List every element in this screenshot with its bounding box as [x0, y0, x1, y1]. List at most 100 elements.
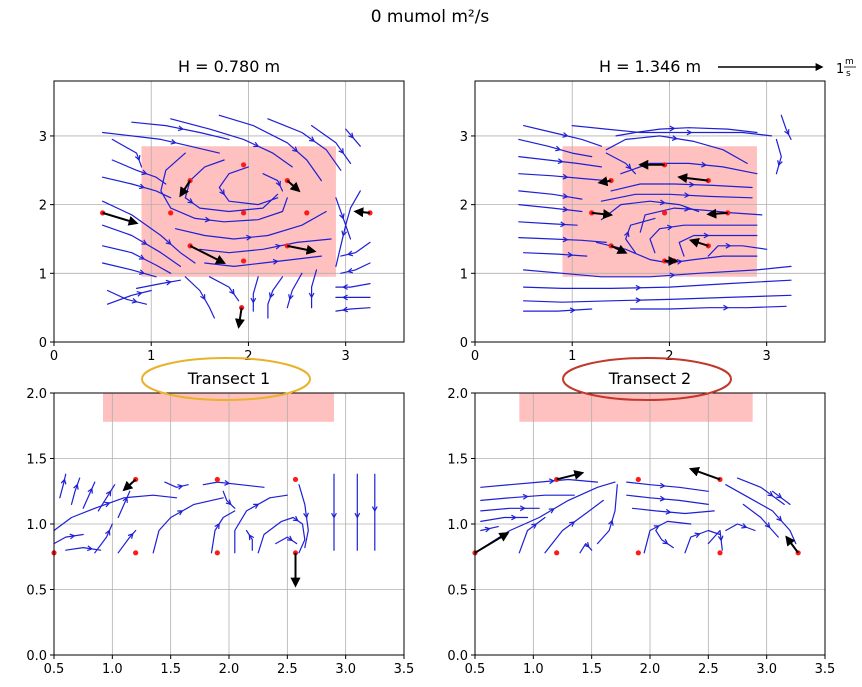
streamline-arrowhead — [341, 306, 349, 313]
x-tick-label: 2.5 — [277, 662, 298, 677]
panel-top-left: 0 1 2 3 0 1 2 3 H = 0.780 m — [39, 57, 405, 364]
streamline — [204, 255, 322, 267]
streamline — [106, 289, 152, 305]
streamline-arrowhead — [701, 161, 708, 168]
streamline-arrowhead — [562, 206, 569, 213]
x-tick-label: 2.5 — [698, 662, 719, 677]
streamline-arrowhead — [659, 495, 666, 502]
streamline — [523, 294, 792, 303]
streamline-arrowhead — [689, 181, 696, 188]
streamline-arrowhead — [138, 183, 146, 190]
y-tick-label: 0.5 — [26, 584, 47, 599]
streamline-arrowhead — [635, 284, 642, 291]
velocity-vector — [688, 466, 721, 481]
streamline-arrowhead — [776, 493, 783, 499]
streamline — [117, 529, 137, 554]
streamline-arrowhead — [341, 294, 348, 301]
streamline — [335, 190, 361, 267]
x-tick-label: 2 — [244, 349, 252, 364]
x-tick-label: 3.5 — [815, 662, 836, 677]
streamline — [775, 138, 782, 175]
y-tick-label: 3 — [39, 130, 47, 145]
velocity-vector — [287, 244, 317, 255]
streamline-arrowhead — [73, 483, 79, 490]
velocity-vector — [610, 244, 628, 254]
y-tick-label: 1.5 — [26, 453, 47, 468]
streamline — [736, 477, 785, 505]
streamline — [523, 279, 792, 289]
streamline-arrowhead — [665, 508, 672, 515]
x-tick-label: 3 — [763, 349, 771, 364]
streamline-arrowhead — [548, 508, 555, 514]
streamline — [518, 221, 578, 226]
y-tick-label: 0 — [39, 336, 47, 351]
x-tick-label: 3.5 — [394, 662, 415, 677]
velocity-vector — [474, 532, 510, 554]
streamline-arrowhead — [671, 135, 678, 141]
velocity-vector — [597, 176, 612, 187]
streamline-arrowhead — [635, 297, 642, 304]
streamline-arrowhead — [684, 205, 691, 212]
y-tick-label: 2 — [460, 199, 468, 214]
measurement-point — [168, 210, 174, 216]
streamline — [311, 125, 352, 164]
x-tick-label: 0.5 — [44, 662, 65, 677]
streamline — [102, 262, 157, 278]
measurement-point — [240, 258, 247, 264]
scale-arrow: 1 m s — [718, 57, 856, 79]
streamline — [117, 490, 131, 519]
streamline-arrowhead — [275, 243, 282, 250]
measurement-point — [725, 210, 731, 216]
streamline-arrowhead — [371, 506, 378, 513]
streamline — [523, 308, 593, 312]
figure-title: 0 mumol m²/s — [371, 7, 490, 27]
x-tick-label: 2 — [665, 349, 673, 364]
scale-arrow-value: 1 — [836, 62, 844, 77]
streamline — [643, 520, 692, 554]
streamline-arrowhead — [275, 180, 281, 187]
measurement-point — [292, 476, 299, 483]
streamline — [262, 173, 284, 192]
panel-top-right: 0 1 2 3 0 1 2 3 H = 1.346 m — [460, 57, 826, 364]
x-tick-label: 1 — [147, 349, 155, 364]
scale-arrow-unit-den: s — [846, 69, 851, 79]
streamline — [106, 289, 147, 305]
streamline-arrowhead — [723, 304, 730, 311]
streamline — [600, 193, 753, 202]
velocity-vector — [122, 478, 137, 492]
streamline-arrowhead — [253, 503, 260, 509]
streamline — [707, 529, 723, 551]
streamline-arrowhead — [246, 234, 253, 241]
streamline-arrowhead — [138, 254, 146, 260]
streamline-arrowhead — [562, 193, 569, 199]
measurement-point — [554, 550, 560, 556]
streamline-arrowhead — [138, 269, 146, 275]
streamline-arrowhead — [286, 535, 294, 542]
streamline-arrowhead — [346, 250, 354, 257]
measurement-point — [717, 550, 723, 556]
measurement-point — [133, 550, 139, 556]
y-tick-label: 1 — [39, 267, 47, 282]
panel-bottom-right: 0.5 1.0 1.5 2.0 2.5 3.0 3.50.00.51.01.52.0Tran… — [447, 357, 836, 677]
streamline — [725, 484, 797, 545]
streamline-arrowhead — [562, 236, 569, 243]
streamline-arrowhead — [331, 512, 337, 519]
shaded-region — [141, 146, 336, 277]
x-tick-label: 0 — [50, 349, 58, 364]
velocity-vector — [102, 211, 139, 226]
streamline — [111, 138, 143, 168]
streamline-arrowhead — [560, 221, 567, 228]
streamline — [684, 529, 721, 554]
streamline-arrowhead — [229, 288, 235, 295]
streamline-arrowhead — [348, 132, 354, 139]
streamline-arrowhead — [165, 279, 172, 286]
streamline — [275, 536, 298, 545]
measurement-point — [240, 210, 247, 216]
streamline-arrowhead — [567, 251, 574, 258]
streamline — [210, 510, 236, 554]
velocity-vector — [189, 244, 226, 264]
velocity-vector — [785, 535, 799, 554]
x-tick-label: 1 — [568, 349, 576, 364]
x-tick-label: 3.0 — [756, 662, 777, 677]
streamline-arrowhead — [741, 523, 748, 529]
